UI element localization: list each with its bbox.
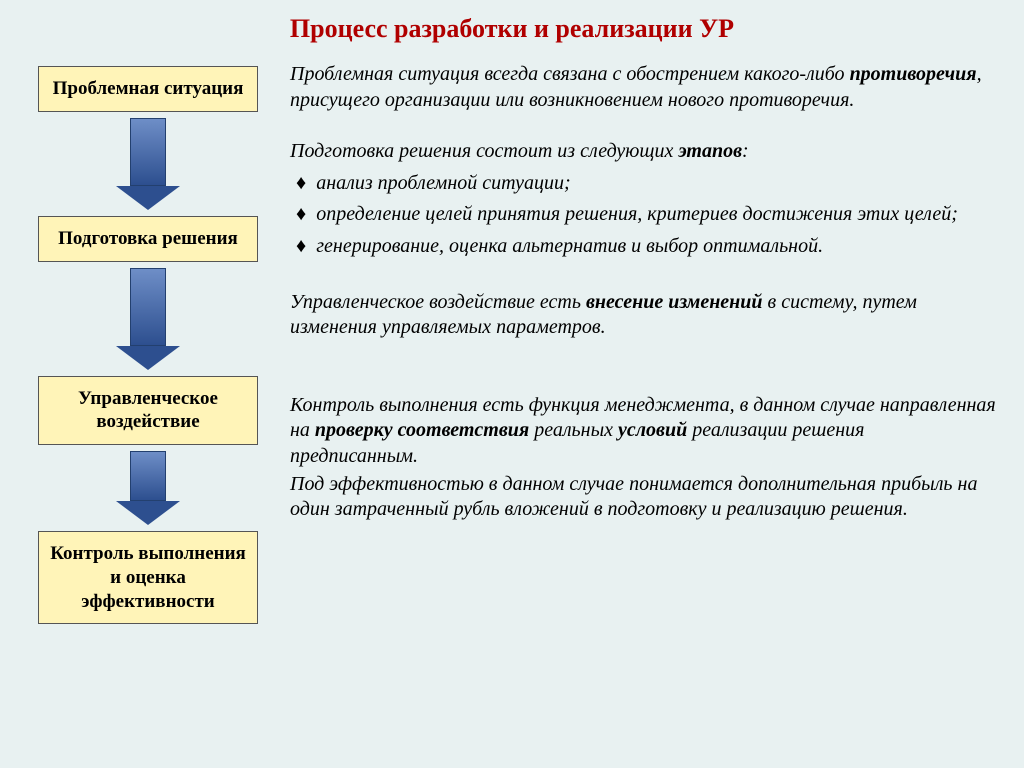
bold-term: условий xyxy=(618,419,687,441)
control-description-1: Контроль выполнения есть функция менеджм… xyxy=(290,393,996,470)
flow-box-problem: Проблемная ситуация xyxy=(38,66,258,112)
text: реальных xyxy=(529,419,618,441)
flowchart-column: Проблемная ситуация Подготовка решения У… xyxy=(28,62,268,624)
arrow-icon xyxy=(116,268,180,370)
text: : xyxy=(742,140,749,162)
flow-box-control: Контроль выполнения и оценка эффективнос… xyxy=(38,531,258,624)
bold-term: проверку соответствия xyxy=(315,419,529,441)
bold-term: этапов xyxy=(678,140,742,162)
content-layout: Проблемная ситуация Подготовка решения У… xyxy=(28,62,996,624)
flow-box-action: Управленческое воздействие xyxy=(38,376,258,446)
list-item: генерирование, оценка альтернатив и выбо… xyxy=(296,234,996,260)
bold-term: внесение изменений xyxy=(586,291,763,313)
text: Подготовка решения состоит из следующих xyxy=(290,140,678,162)
prepare-lead: Подготовка решения состоит из следующих … xyxy=(290,139,996,165)
text: Управленческое воздействие есть xyxy=(290,291,586,313)
problem-description: Проблемная ситуация всегда связана с обо… xyxy=(290,62,996,113)
action-description: Управленческое воздействие есть внесение… xyxy=(290,290,996,341)
flow-box-prepare: Подготовка решения xyxy=(38,216,258,262)
arrow-icon xyxy=(116,118,180,210)
list-item: определение целей принятия решения, крит… xyxy=(296,202,996,228)
list-item: анализ проблемной ситуации; xyxy=(296,171,996,197)
descriptions-column: Проблемная ситуация всегда связана с обо… xyxy=(290,62,996,624)
page-title: Процесс разработки и реализации УР xyxy=(28,14,996,44)
prepare-bullets: анализ проблемной ситуации; определение … xyxy=(296,171,996,260)
bold-term: противоречия xyxy=(850,63,977,85)
control-description-2: Под эффективностью в данном случае поним… xyxy=(290,472,996,523)
arrow-icon xyxy=(116,451,180,525)
text: Проблемная ситуация всегда связана с обо… xyxy=(290,63,850,85)
